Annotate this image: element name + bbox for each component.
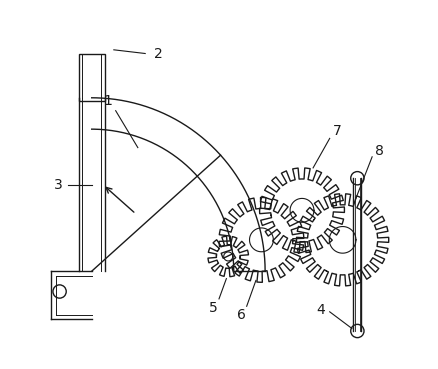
Text: 8: 8 — [375, 144, 384, 158]
Text: 6: 6 — [237, 308, 246, 323]
Text: 3: 3 — [54, 177, 63, 192]
Text: 7: 7 — [333, 124, 342, 138]
Text: 1: 1 — [104, 94, 113, 108]
Bar — [79, 54, 105, 101]
Text: 2: 2 — [154, 46, 162, 61]
Text: 4: 4 — [316, 303, 325, 317]
Text: 5: 5 — [209, 301, 218, 315]
